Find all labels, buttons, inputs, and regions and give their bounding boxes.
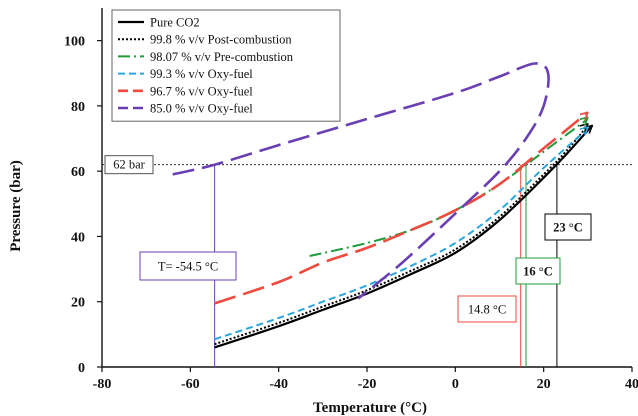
h-line-label: 62 bar [113,158,145,172]
legend-label: 85.0 % v/v Oxy-fuel [150,102,253,116]
legend-box [111,9,341,122]
legend-label: 98.07 % v/v Pre-combustion [150,50,294,64]
y-tick-label: 0 [78,361,85,376]
legend-label: 96.7 % v/v Oxy-fuel [150,84,253,98]
temperature-label-box [139,251,237,281]
series-arrowhead [579,123,589,133]
series-line [309,118,589,257]
legend: Pure CO2 99.8 % v/v Post-combustion 98.07 … [111,9,341,122]
series-line [214,124,594,349]
legend-label: 99.8 % v/v Post-combustion [150,33,292,47]
legend-label: Pure CO2 [150,16,200,30]
y-tick-label: 20 [71,296,85,311]
temperature-label-box [515,257,561,285]
series-group [172,62,594,349]
series-line [214,111,589,305]
x-tick-label: -20 [358,377,377,392]
x-tick-label: -80 [93,377,112,392]
x-tick-label: -60 [181,377,200,392]
legend-label: 99.3 % v/v Oxy-fuel [150,67,253,81]
annotation-boxes: 62 bar T= -54.5 °C 14.8 °C 16 °C 23 °C [104,155,592,323]
temperature-label-box [457,295,517,323]
x-tick-label: -40 [269,377,288,392]
y-tick-label: 40 [71,230,85,245]
x-axis-title: Temperature (°C) [313,400,427,416]
temperature-label-box [544,213,592,241]
y-axis-title: Pressure (bar) [8,160,24,252]
temperature-label: 16 °C [523,265,553,279]
y-tick-label: 60 [71,165,85,180]
series-arrowhead [579,111,589,121]
series-line [214,124,589,346]
x-tick-label: 0 [452,377,459,392]
y-tick-label: 100 [64,35,85,50]
temperature-label: T= -54.5 °C [158,260,218,274]
series-arrowhead [579,126,589,136]
temperature-label: 14.8 °C [468,303,506,317]
series-arrowhead [579,116,589,126]
y-tick-label: 80 [71,100,85,115]
x-tick-label: 20 [537,377,551,392]
axes: -80 -60 -40 -20 0 20 40 0 20 40 60 80 100 [64,8,638,392]
x-tick-label: 40 [625,377,638,392]
series-line [214,128,589,341]
temperature-label: 23 °C [553,221,583,235]
h-line-label-box [104,155,154,175]
